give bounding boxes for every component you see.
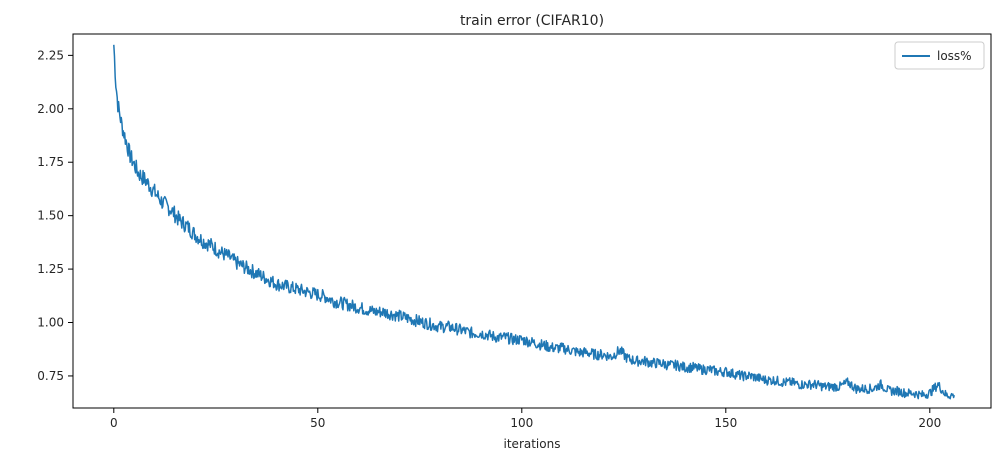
plot-area [113, 44, 955, 400]
y-tick-label: 0.75 [37, 369, 64, 383]
y-tick-label: 1.25 [37, 262, 64, 276]
x-tick-label: 50 [310, 416, 325, 430]
x-tick-label: 0 [110, 416, 118, 430]
y-tick-label: 1.50 [37, 209, 64, 223]
y-tick-label: 2.00 [37, 102, 64, 116]
y-axis: 0.75 1.00 1.25 1.50 1.75 2.00 2.25 [37, 48, 73, 383]
legend-entry-label: loss% [937, 49, 972, 63]
chart-title: train error (CIFAR10) [460, 13, 604, 29]
x-tick-label: 100 [510, 416, 533, 430]
legend-box [894, 41, 985, 70]
x-tick-label: 150 [714, 416, 737, 430]
x-axis: 0 50 100 150 200 [110, 408, 941, 430]
plot-frame [72, 33, 992, 409]
y-tick-label: 1.00 [37, 316, 64, 330]
y-tick-label: 2.25 [37, 48, 64, 62]
x-axis-label: iterations [504, 437, 561, 451]
series-line-loss [113, 44, 955, 400]
y-tick-label: 1.75 [37, 155, 64, 169]
x-tick-label: 200 [918, 416, 941, 430]
legend: loss% [894, 41, 985, 70]
